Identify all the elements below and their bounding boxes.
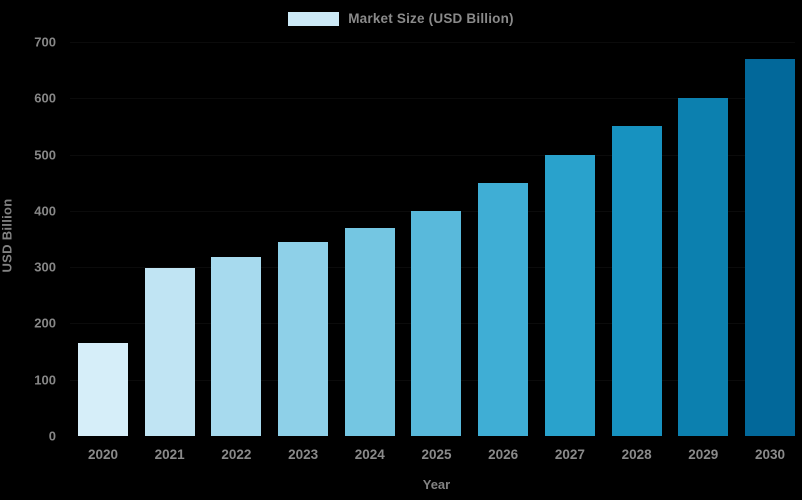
bars-group [78,42,795,436]
bar-2020 [78,343,128,436]
bar-2021 [144,268,195,436]
gridline [70,154,795,156]
y-tick-label: 700 [34,34,56,50]
y-tick-label: 600 [34,90,56,106]
bar-2024 [344,227,395,436]
legend-label: Market Size (USD Billion) [348,11,514,26]
gridline [70,42,795,43]
legend: Market Size (USD Billion) [0,11,802,26]
bar-2027 [544,154,595,436]
x-tick-label: 2030 [754,447,786,462]
x-axis-title: Year [422,477,451,492]
x-tick-label: 2024 [354,447,385,462]
x-tick-label: 2025 [421,447,452,462]
x-tick-label: 2022 [221,447,252,462]
x-tick-label: 2026 [488,447,519,462]
y-tick-label: 400 [34,203,56,219]
x-tick-label: 2020 [87,447,119,462]
x-tick-label: 2027 [554,447,585,462]
bar-2030 [744,58,795,436]
y-tick-label: 0 [48,428,56,444]
y-tick-label: 200 [34,315,56,331]
x-tick-label: 2029 [688,447,719,462]
x-tick-label: 2021 [154,447,185,462]
y-tick-label: 500 [34,147,56,163]
x-tick-label: 2023 [288,447,319,462]
legend-swatch-icon [288,11,340,26]
bar-2022 [211,257,262,436]
bar-2025 [411,210,462,436]
plot-area [70,42,795,436]
y-tick-label: 300 [34,259,56,275]
y-tick-label: 100 [34,372,56,388]
gridline [70,98,795,100]
bar-2029 [678,98,729,436]
bar-2023 [278,241,329,436]
bar-2026 [478,182,529,436]
y-axis-title: USD Billion [0,198,15,273]
bar-2028 [611,126,662,436]
x-tick-label: 2028 [621,447,652,462]
